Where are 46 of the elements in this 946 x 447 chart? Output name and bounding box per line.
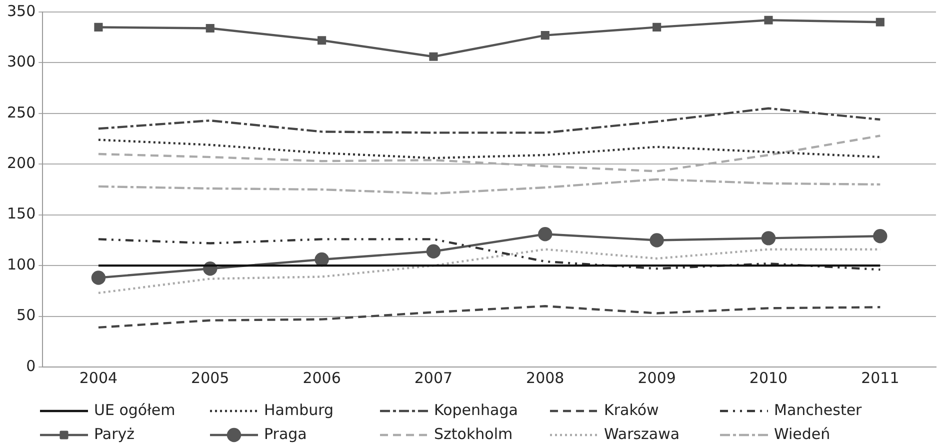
line-series [97, 138, 882, 160]
legend-label: Paryż [94, 424, 135, 443]
point [652, 22, 662, 32]
legend-label: Hamburg [264, 400, 334, 419]
y-tick-label: 250 [6, 103, 36, 122]
legend-label: Praga [264, 424, 307, 443]
point [314, 252, 329, 267]
point [764, 16, 773, 24]
x-tick-label: 2005 [191, 368, 230, 387]
point [650, 233, 664, 248]
y-tick-label: 100 [6, 255, 36, 274]
y-tick-label: 0 [26, 356, 36, 375]
legend-label: Kopenhaga [434, 400, 518, 419]
point [761, 231, 776, 246]
point [538, 227, 552, 242]
point [873, 229, 888, 244]
legend-label: Warszawa [604, 424, 680, 443]
x-tick-label: 2006 [302, 368, 341, 387]
point [206, 24, 214, 33]
legend-label: Wiedeń [774, 424, 830, 443]
point [91, 270, 106, 285]
point [540, 31, 550, 40]
point [426, 244, 441, 258]
x-tick-label: 2007 [414, 368, 453, 387]
y-tick-label: 200 [6, 154, 36, 172]
legend-label: Sztokholm [434, 424, 513, 443]
y-tick-label: 300 [6, 52, 36, 71]
line-series [97, 107, 882, 134]
line-series [97, 178, 882, 195]
legend-label: Manchester [774, 400, 863, 419]
legend-label: Kraków [604, 400, 659, 419]
y-tick-label: 150 [6, 204, 36, 223]
x-tick-label: 2011 [861, 368, 900, 387]
x-tick-label: 2004 [79, 368, 118, 387]
y-tick-label: 50 [16, 306, 36, 324]
point [318, 36, 326, 45]
y-tick-label: 350 [6, 2, 36, 20]
line-series [97, 305, 882, 329]
x-tick-label: 2009 [638, 368, 676, 387]
line-series [97, 238, 882, 271]
x-tick-label: 2010 [749, 368, 788, 387]
point [429, 52, 438, 61]
legend-label: UE ogółem [94, 400, 176, 419]
point [876, 18, 884, 26]
x-tick-label: 2008 [526, 368, 564, 387]
point [94, 22, 103, 32]
